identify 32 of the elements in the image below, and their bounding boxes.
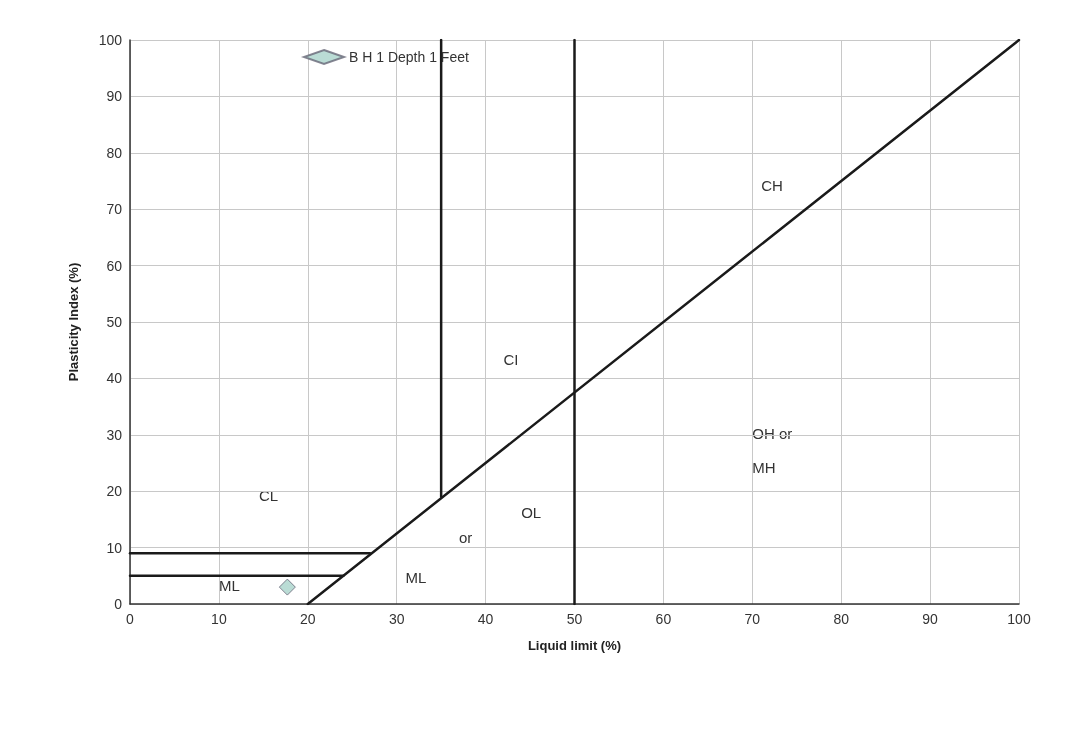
annotation: MH xyxy=(752,458,776,476)
x-tick-label: 20 xyxy=(300,611,316,627)
annotation: CI xyxy=(503,351,519,369)
annotation: OL xyxy=(521,503,542,521)
y-tick-label: 20 xyxy=(106,483,123,500)
x-axis-title: Liquid limit (%) xyxy=(527,638,622,653)
y-tick-label: 80 xyxy=(106,144,123,161)
y-tick-label: 0 xyxy=(114,596,123,612)
x-tick-label: 80 xyxy=(833,611,850,627)
y-tick-label: 70 xyxy=(106,201,123,218)
y-tick-label: 100 xyxy=(98,32,123,48)
y-tick-label: 10 xyxy=(106,539,123,556)
annotation: CH xyxy=(761,176,783,194)
annotation: or xyxy=(458,529,473,547)
x-tick-label: 70 xyxy=(744,611,761,627)
y-tick-label: 40 xyxy=(106,370,123,387)
y-tick-label: 30 xyxy=(106,426,123,443)
x-tick-label: 0 xyxy=(126,611,135,627)
y-tick-label: 90 xyxy=(106,88,123,105)
x-tick-label: 40 xyxy=(477,611,494,627)
x-tick-label: 30 xyxy=(388,611,405,627)
y-axis-title: Plasticity Index (%) xyxy=(66,262,81,382)
x-tick-label: 60 xyxy=(655,611,672,627)
annotation: ML xyxy=(218,577,240,595)
annotation: ML xyxy=(405,568,427,586)
x-tick-label: 100 xyxy=(1007,611,1031,627)
legend-label: B H 1 Depth 1 Feet xyxy=(349,49,469,65)
y-tick-label: 60 xyxy=(106,257,123,274)
x-tick-label: 90 xyxy=(922,611,939,627)
y-tick-label: 50 xyxy=(106,314,123,330)
x-tick-label: 50 xyxy=(566,611,583,627)
x-tick-label: 10 xyxy=(211,611,227,627)
